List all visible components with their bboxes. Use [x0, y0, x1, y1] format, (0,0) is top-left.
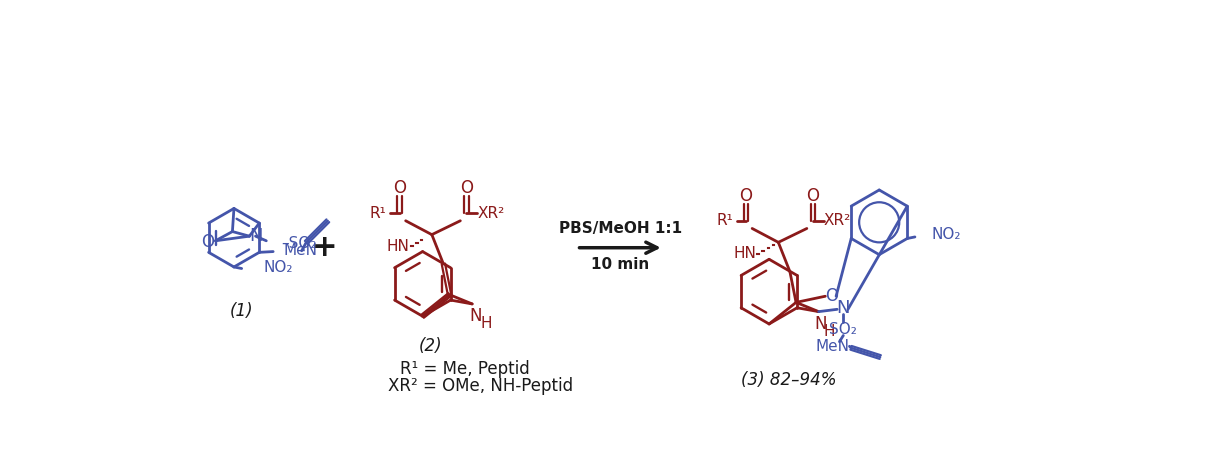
- Text: MeN: MeN: [284, 243, 318, 258]
- Text: +: +: [311, 233, 337, 262]
- Text: 10 min: 10 min: [591, 257, 649, 272]
- Text: NO₂: NO₂: [263, 260, 293, 275]
- Text: O: O: [806, 187, 820, 205]
- Text: O: O: [460, 179, 473, 197]
- Text: N: N: [814, 315, 826, 333]
- Text: HN: HN: [732, 246, 756, 262]
- Text: H: H: [480, 316, 491, 332]
- Text: R¹ = Me, Peptid: R¹ = Me, Peptid: [400, 359, 529, 377]
- Text: O: O: [393, 179, 406, 197]
- Text: HN: HN: [387, 239, 410, 254]
- Text: (2): (2): [419, 336, 442, 354]
- Text: NO₂: NO₂: [932, 227, 961, 242]
- Text: PBS/MeOH 1:1: PBS/MeOH 1:1: [559, 221, 682, 236]
- Text: H: H: [824, 324, 835, 339]
- Text: MeN: MeN: [815, 339, 849, 354]
- Text: XR²: XR²: [478, 206, 505, 220]
- Text: SO₂: SO₂: [830, 322, 857, 337]
- Text: –SO₂: –SO₂: [282, 236, 318, 251]
- Text: (1): (1): [230, 302, 254, 320]
- Text: N: N: [837, 299, 851, 317]
- Text: O: O: [825, 287, 838, 305]
- Text: N: N: [249, 227, 262, 245]
- Text: (3) 82–94%: (3) 82–94%: [741, 371, 836, 389]
- Text: O: O: [740, 187, 752, 205]
- Text: N: N: [470, 307, 483, 325]
- Text: XR²: XR²: [824, 213, 852, 228]
- Text: R¹: R¹: [369, 206, 387, 220]
- Text: O: O: [202, 233, 214, 251]
- Text: XR² = OMe, NH-Peptid: XR² = OMe, NH-Peptid: [388, 377, 574, 395]
- Text: R¹: R¹: [716, 213, 732, 228]
